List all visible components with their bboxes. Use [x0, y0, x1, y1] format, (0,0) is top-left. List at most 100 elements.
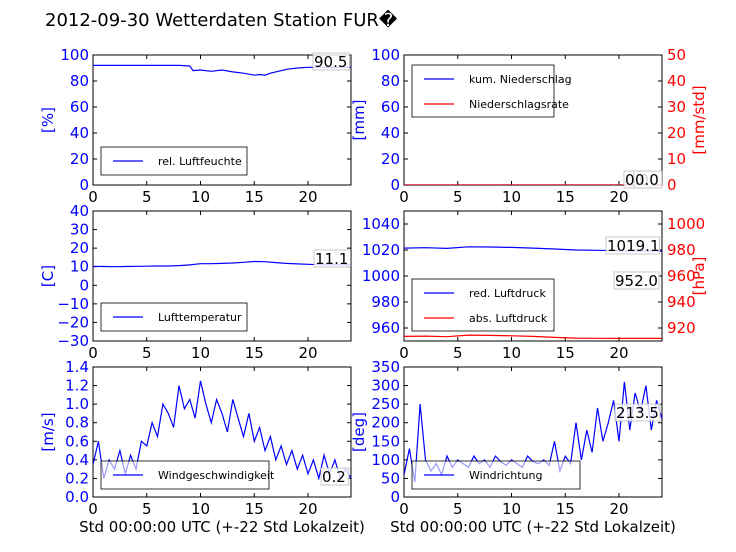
winddirection-xtick-label: 20 — [609, 500, 628, 518]
temperature-xtick-label: 5 — [142, 344, 152, 362]
humidity-panel: 0 5 10 15 20 0 20 40 60 80 100 [%] rel. Luftfeuchte 9… — [39, 46, 352, 206]
winddirection-ytick-label: 200 — [371, 414, 400, 432]
precipitation-ytick-label-right: 40 — [667, 72, 686, 90]
winddirection-xtick-label: 10 — [502, 500, 521, 518]
humidity-ytick-label: 0 — [79, 176, 89, 194]
precipitation-panel: 0 5 10 15 20 0 20 40 60 80 100 0 10 20 30 40 50 [mm/std] [… — [350, 46, 708, 206]
precipitation-annotation-2-box — [633, 170, 663, 189]
precipitation-ytick-label: 20 — [381, 150, 400, 168]
figure-title: 2012-09-30 Wetterdaten Station FUR� — [45, 9, 398, 31]
windspeed-legend-label: Windgeschwindigkeit — [158, 469, 275, 482]
pressure-legend-box — [411, 278, 555, 332]
windspeed-xtick-label: 0 — [88, 500, 98, 518]
temperature-ytick-label: −30 — [57, 332, 89, 350]
temperature-ytick-label: 10 — [70, 258, 89, 276]
pressure-ytick-label-right: 980 — [667, 241, 696, 259]
temperature-series-lufttemperatur — [93, 260, 351, 268]
humidity-ytick-label: 40 — [70, 124, 89, 142]
windspeed-ytick-label: 0.2 — [65, 469, 89, 487]
winddirection-ylabel: [deg] — [350, 412, 368, 452]
precipitation-legend-label: kum. Niederschlag — [469, 73, 572, 86]
humidity-ytick-label: 60 — [70, 98, 89, 116]
pressure-xtick-label: 5 — [453, 344, 463, 362]
precipitation-ytick-label: 0 — [390, 176, 400, 194]
precipitation-ytick-label: 60 — [381, 98, 400, 116]
precipitation-annotation-2: 0.0 — [635, 171, 659, 189]
windspeed-ytick-label: 1.0 — [65, 395, 89, 413]
humidity-series-rel-luftfeuchte — [93, 64, 351, 76]
windspeed-legend: Windgeschwindigkeit — [100, 460, 275, 490]
pressure-ytick-label-right: 940 — [667, 293, 696, 311]
precipitation-xtick-label: 5 — [453, 188, 463, 206]
temperature-ylabel: [C] — [39, 265, 57, 287]
winddirection-xlabel: Std 00:00:00 UTC (+-22 Std Lokalzeit) — [390, 518, 676, 536]
humidity-legend: rel. Luftfeuchte — [100, 146, 248, 176]
pressure-annotation-box — [605, 236, 660, 255]
humidity-annotation: 90.5 — [314, 53, 347, 71]
winddirection-ytick-label: 350 — [371, 358, 400, 376]
temperature-ytick-label: −10 — [57, 295, 89, 313]
pressure-legend-label: abs. Luftdruck — [469, 312, 548, 325]
humidity-xtick-label: 20 — [298, 188, 317, 206]
humidity-ylabel: [%] — [39, 107, 57, 133]
pressure-annotation-2: 952.0 — [615, 272, 658, 290]
precipitation-ytick-label-right: 20 — [667, 124, 686, 142]
pressure-legend-label: red. Luftdruck — [469, 287, 546, 300]
precipitation-xtick-label: 20 — [609, 188, 628, 206]
windspeed-xtick-label: 5 — [142, 500, 152, 518]
pressure-ylabel-right: [hPa] — [690, 257, 708, 296]
precipitation-ylabel: [mm] — [350, 100, 368, 141]
pressure-xtick-label: 20 — [609, 344, 628, 362]
precipitation-xtick-label: 0 — [399, 188, 409, 206]
temperature-xtick-label: 10 — [191, 344, 210, 362]
pressure-ytick-label: 1040 — [362, 215, 400, 233]
windspeed-xtick-label: 20 — [298, 500, 317, 518]
winddirection-ytick-label: 150 — [371, 432, 400, 450]
winddirection-ytick-label: 0 — [390, 488, 400, 506]
humidity-xtick-label: 15 — [245, 188, 264, 206]
pressure-panel: 0 5 10 15 20 960 980 1000 1020 1040 920 940 960 980 10… — [362, 210, 708, 362]
pressure-series-abs-luftdruck — [404, 334, 662, 339]
windspeed-ytick-label: 0.6 — [65, 432, 89, 450]
temperature-legend: Lufttemperatur — [100, 302, 248, 332]
winddirection-xtick-label: 0 — [399, 500, 409, 518]
precipitation-xtick-label: 10 — [502, 188, 521, 206]
precipitation-ytick-label: 40 — [381, 124, 400, 142]
precipitation-ylabel-right: [mm/std] — [690, 85, 708, 154]
temperature-xtick-label: 20 — [298, 344, 317, 362]
humidity-xtick-label: 10 — [191, 188, 210, 206]
windspeed-xtick-label: 10 — [191, 500, 210, 518]
windspeed-annotation: 0.2 — [322, 468, 346, 486]
pressure-xtick-label: 0 — [399, 344, 409, 362]
pressure-xtick-label: 10 — [502, 344, 521, 362]
precipitation-legend: kum. Niederschlag Niederschlagsrate — [411, 64, 572, 118]
winddirection-ytick-label: 100 — [371, 451, 400, 469]
pressure-ytick-label-right: 960 — [667, 267, 696, 285]
precipitation-xtick-label: 15 — [556, 188, 575, 206]
winddirection-ytick-label: 50 — [381, 469, 400, 487]
windspeed-ytick-label: 0.4 — [65, 451, 89, 469]
winddirection-legend-label: Windrichtung — [469, 469, 542, 482]
temperature-panel: 0 5 10 15 20−30−20−10010203040[C]Lufttempera… — [39, 202, 352, 362]
precipitation-ytick-label-right: 0 — [667, 176, 677, 194]
windspeed-ytick-label: 0.0 — [65, 488, 89, 506]
winddirection-xtick-label: 15 — [556, 500, 575, 518]
windspeed-ylabel: [m/s] — [39, 412, 57, 451]
precipitation-ytick-label-right: 50 — [667, 46, 686, 64]
pressure-xtick-label: 15 — [556, 344, 575, 362]
winddirection-ytick-label: 300 — [371, 377, 400, 395]
pressure-ytick-label: 1000 — [362, 267, 400, 285]
winddirection-legend: Windrichtung — [411, 460, 581, 490]
pressure-legend: red. Luftdruck abs. Luftdruck — [411, 278, 555, 332]
temperature-ytick-label: −20 — [57, 313, 89, 331]
humidity-xtick-label: 0 — [88, 188, 98, 206]
windspeed-annotation-box — [320, 467, 350, 486]
humidity-ytick-label: 20 — [70, 150, 89, 168]
humidity-ytick-label: 80 — [70, 72, 89, 90]
pressure-ytick-label: 980 — [371, 293, 400, 311]
winddirection-annotation-box — [614, 403, 661, 422]
pressure-annotation-2-box — [613, 271, 660, 290]
pressure-ytick-label: 1020 — [362, 241, 400, 259]
temperature-xtick-label: 15 — [245, 344, 264, 362]
